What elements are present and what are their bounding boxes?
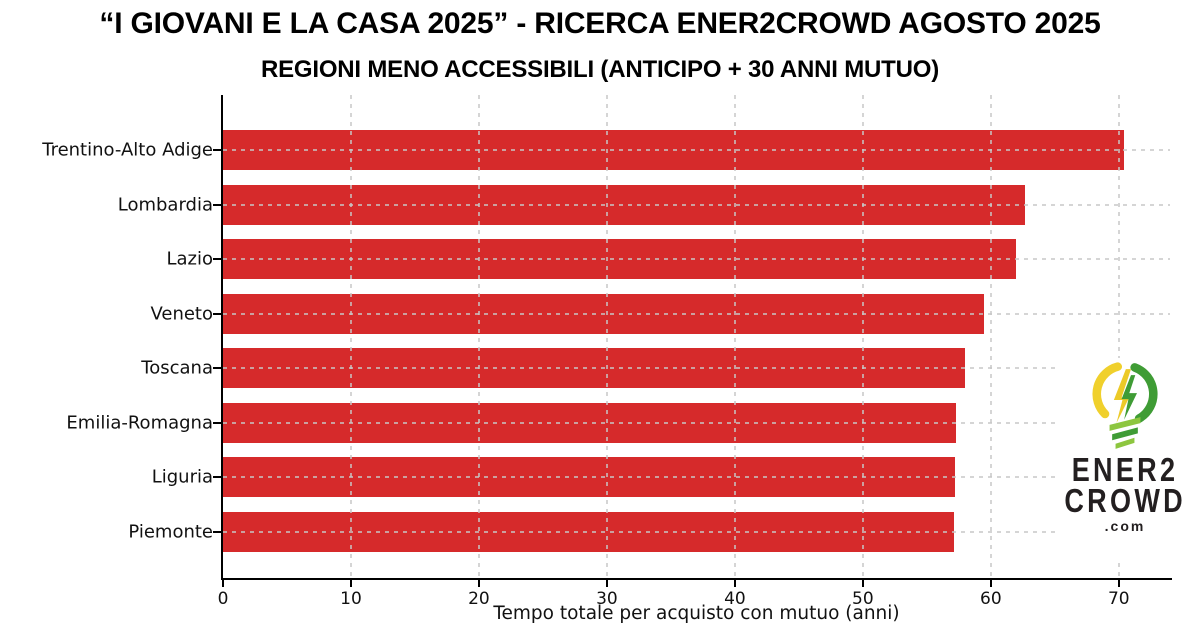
category-label-piemonte: Piemonte [128,521,213,543]
y-gridline-emilia-romagna [223,421,1170,424]
y-gridline-veneto [223,312,1170,315]
x-tick-label-10: 10 [340,589,362,609]
y-tick-emilia-romagna [213,421,221,424]
x-tick-label-0: 0 [217,589,229,609]
category-label-toscana: Toscana [141,357,213,379]
x-gridline-70 [1117,95,1120,578]
category-label-veneto: Veneto [150,303,213,325]
x-axis-label: Tempo totale per acquisto con mutuo (ann… [493,603,900,624]
x-gridline-20 [477,95,480,578]
y-tick-lombardia [213,203,221,206]
category-label-trentino-alto-adige: Trentino-Alto Adige [42,139,213,161]
x-axis-line [221,578,1172,580]
x-tick-label-30: 30 [596,589,618,609]
y-axis-line [221,95,223,580]
chart-title: “I GIOVANI E LA CASA 2025” - RICERCA ENE… [99,7,1101,40]
x-tick-label-20: 20 [468,589,490,609]
y-tick-lazio [213,258,221,261]
x-tick-50 [861,580,864,587]
y-gridline-lombardia [223,203,1170,206]
category-label-lombardia: Lombardia [117,194,213,216]
logo-text-com: .com [1104,518,1146,534]
y-tick-liguria [213,476,221,479]
x-gridline-60 [989,95,992,578]
y-tick-toscana [213,367,221,370]
y-gridline-trentino-alto-adige [223,149,1170,151]
x-tick-label-60: 60 [980,589,1002,609]
x-gridline-30 [605,95,608,578]
x-tick-label-40: 40 [724,589,746,609]
logo-text-crowd: CROWD [1064,482,1186,519]
category-label-lazio: Lazio [166,248,213,270]
category-label-liguria: Liguria [151,466,213,488]
x-tick-30 [605,580,608,587]
lightbulb-icon [1092,362,1158,449]
y-tick-trentino-alto-adige [213,149,221,151]
x-tick-70 [1117,580,1120,587]
x-tick-60 [989,580,992,587]
x-gridline-40 [733,95,736,578]
x-tick-20 [477,580,480,587]
x-tick-label-70: 70 [1107,589,1130,609]
x-tick-0 [222,580,224,587]
category-label-emilia-romagna: Emilia-Romagna [66,412,213,434]
x-tick-label-50: 50 [852,589,874,609]
y-tick-piemonte [213,531,221,533]
x-tick-40 [733,580,736,587]
y-gridline-piemonte [223,531,1170,533]
y-gridline-liguria [223,476,1170,479]
y-tick-veneto [213,312,221,315]
y-gridline-lazio [223,258,1170,261]
logo-text-ener2: ENER2 [1071,451,1179,488]
plot-area: Tempo totale per acquisto con mutuo (ann… [42,95,1172,624]
y-gridline-toscana [223,367,1170,370]
x-tick-10 [349,580,352,587]
x-gridline-10 [349,95,352,578]
ener2crowd-logo: ENER2 CROWD .com [1056,358,1194,562]
chart-subtitle: REGIONI MENO ACCESSIBILI (ANTICIPO + 30 … [260,56,940,83]
x-gridline-50 [861,95,864,578]
